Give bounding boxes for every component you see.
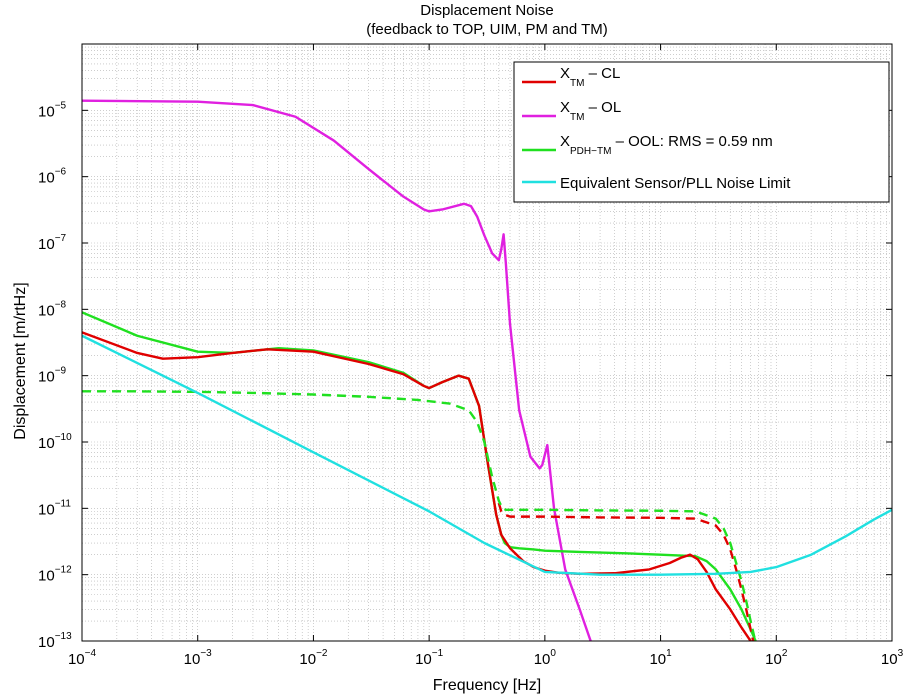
y-tick-label: 10−12 bbox=[38, 565, 72, 585]
y-tick-label: 10−9 bbox=[38, 366, 67, 386]
series-x-tm-cl-dashed bbox=[497, 502, 755, 641]
x-tick-label: 103 bbox=[881, 648, 904, 668]
axes-frame bbox=[81, 43, 893, 642]
x-tick-label: 100 bbox=[534, 648, 557, 668]
y-tick-label: 10−6 bbox=[38, 167, 67, 187]
y-tick-label: 10−8 bbox=[38, 299, 67, 319]
y-tick-label: 10−13 bbox=[38, 631, 72, 651]
y-tick-label: 10−7 bbox=[38, 233, 67, 253]
x-tick-label: 10−2 bbox=[299, 648, 328, 668]
y-tick-label: 10−11 bbox=[38, 498, 71, 518]
legend-entry: XPDH−TM – OOL: RMS = 0.59 nm bbox=[560, 133, 773, 157]
series-x-pdh-tm-ool-dashed bbox=[82, 390, 757, 641]
y-axis-label: Displacement [m/rtHz] bbox=[12, 282, 29, 440]
legend-entry: XTM – CL bbox=[560, 65, 620, 89]
legend-entry: XTM – OL bbox=[560, 99, 621, 123]
series-sensor-noise-limit-line bbox=[82, 334, 892, 576]
x-tick-label: 101 bbox=[649, 648, 672, 668]
x-tick-label: 10−3 bbox=[184, 648, 213, 668]
series-x-tm-ol-line bbox=[82, 99, 592, 641]
series-x-tm-cl-line bbox=[82, 331, 753, 641]
x-tick-label: 10−1 bbox=[415, 648, 444, 668]
chart-title: Displacement Noise bbox=[420, 2, 554, 19]
y-tick-label: 10−5 bbox=[38, 100, 67, 120]
legend-entry: Equivalent Sensor/PLL Noise Limit bbox=[560, 175, 791, 192]
series-x-pdh-tm-ool-line bbox=[82, 311, 757, 641]
legend-box bbox=[513, 61, 890, 203]
chart-subtitle: (feedback to TOP, UIM, PM and TM) bbox=[366, 21, 608, 38]
x-tick-label: 10−4 bbox=[68, 648, 97, 668]
x-axis-label: Frequency [Hz] bbox=[432, 677, 542, 694]
x-tick-label: 102 bbox=[765, 648, 788, 668]
y-tick-label: 10−10 bbox=[38, 432, 72, 452]
